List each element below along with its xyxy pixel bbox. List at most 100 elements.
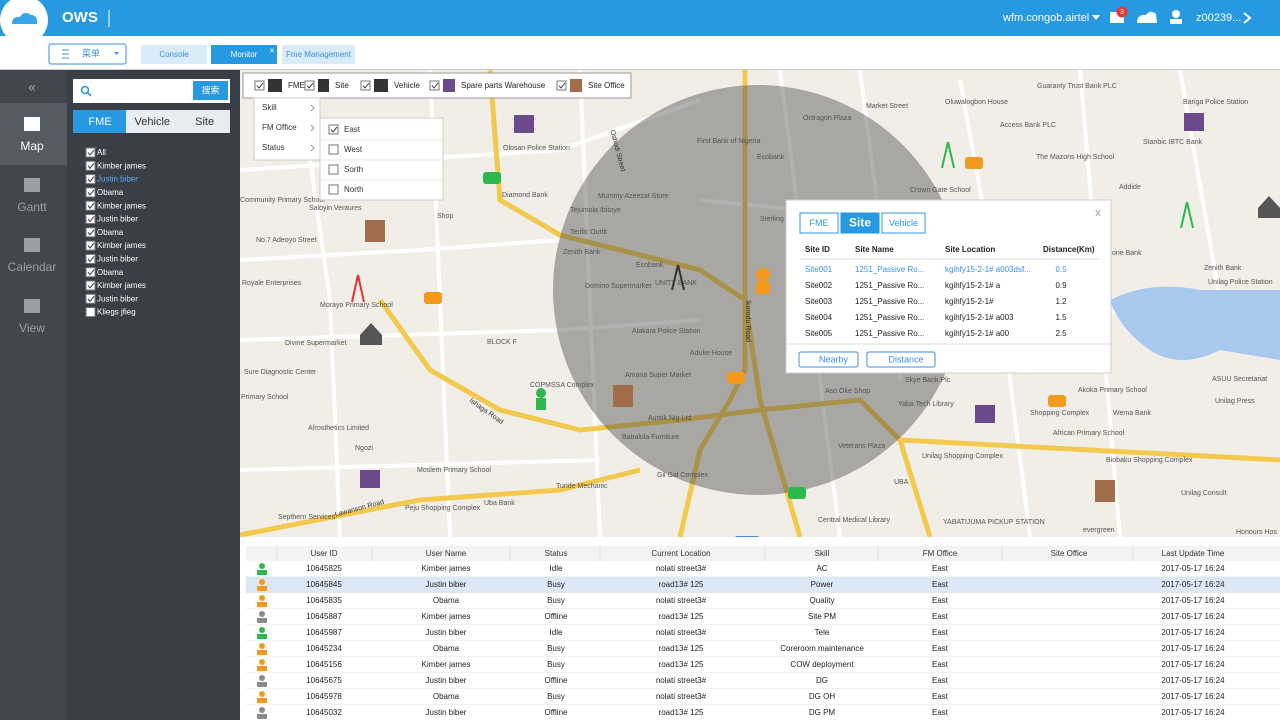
checkbox[interactable]	[85, 280, 96, 291]
nav-label[interactable]: Map	[20, 139, 44, 153]
popup-button[interactable]	[866, 351, 936, 368]
checkbox[interactable]	[85, 307, 96, 318]
submenu-item[interactable]: West	[344, 145, 363, 154]
popup-tab[interactable]	[840, 212, 880, 234]
table-row[interactable]	[246, 609, 1280, 625]
filter-label[interactable]: Site Office	[588, 81, 625, 90]
fme-item[interactable]: Kimber james	[97, 161, 146, 170]
checkbox[interactable]	[85, 293, 96, 304]
popup-tab[interactable]	[881, 212, 926, 234]
map-label: Unilag Shopping Complex	[922, 453, 1003, 460]
nav-label[interactable]: Gantt	[17, 200, 47, 214]
user-domain[interactable]: wfm.congob.airtel	[1002, 12, 1089, 24]
collapse-icon[interactable]: «	[28, 79, 35, 94]
panel-tab[interactable]: FME	[88, 116, 111, 128]
checkbox[interactable]	[85, 267, 96, 278]
filter-label[interactable]: FME	[288, 81, 305, 90]
table-cell: 10645845	[306, 580, 342, 589]
table-header-cell: Skill	[815, 549, 830, 558]
fme-item[interactable]: Kliegs jfieg	[97, 308, 136, 317]
check	[362, 82, 370, 89]
fme-item[interactable]: All	[97, 148, 106, 157]
table-cell: AC	[816, 564, 827, 573]
fme-item[interactable]: Justin biber	[97, 215, 138, 224]
table-row[interactable]	[246, 705, 1280, 721]
checkbox[interactable]	[85, 174, 96, 185]
checkbox[interactable]	[328, 144, 339, 155]
checkbox[interactable]	[429, 80, 440, 91]
fme-item[interactable]: Kimber james	[97, 281, 146, 290]
table-row[interactable]	[246, 641, 1280, 657]
dropdown-item[interactable]: Status	[262, 143, 285, 152]
table-cell: Kimber james	[422, 612, 471, 621]
check	[87, 189, 95, 196]
submenu-item[interactable]: Sorth	[344, 165, 363, 174]
table-row[interactable]	[246, 577, 1280, 593]
checkbox[interactable]	[360, 80, 371, 91]
table-cell: nolati street3#	[656, 676, 707, 685]
checkbox[interactable]	[85, 227, 96, 238]
logo: OWS	[62, 9, 98, 26]
checkbox[interactable]	[556, 80, 567, 91]
filter-label[interactable]: Vehicle	[394, 81, 420, 90]
fme-item[interactable]: Justin biber	[97, 294, 138, 303]
tab[interactable]	[211, 45, 277, 64]
checkbox[interactable]	[85, 160, 96, 171]
popup-close[interactable]: x	[1095, 207, 1101, 219]
tab-close[interactable]: ×	[269, 45, 274, 55]
table-row[interactable]	[246, 657, 1280, 673]
checkbox[interactable]	[85, 253, 96, 264]
fme-item[interactable]: Justin biber	[97, 255, 138, 264]
popup-cell[interactable]: Site001	[805, 265, 833, 274]
popup-cell: Site004	[805, 313, 833, 322]
checkbox[interactable]	[85, 187, 96, 198]
filter-label[interactable]: Spare parts Warehouse	[461, 81, 546, 90]
checkbox[interactable]	[85, 147, 96, 158]
filter-label[interactable]: Site	[335, 81, 349, 90]
message-icon[interactable]	[1110, 12, 1124, 23]
fme-item[interactable]: Justin biber	[97, 175, 138, 184]
submenu-item[interactable]: East	[344, 125, 361, 134]
fme-item[interactable]: Obama	[97, 188, 124, 197]
panel-tab[interactable]: Site	[195, 116, 214, 128]
popup-button[interactable]	[798, 351, 859, 368]
checkbox[interactable]	[328, 164, 339, 175]
tab[interactable]	[141, 45, 207, 64]
checkbox[interactable]	[85, 240, 96, 251]
menu-button[interactable]	[48, 43, 127, 65]
table-row[interactable]	[246, 593, 1280, 609]
table-cell: DG	[816, 676, 828, 685]
dropdown-item[interactable]: FM Office	[262, 123, 297, 132]
status-icon	[257, 682, 267, 687]
user-id[interactable]: z00239...	[1196, 12, 1241, 24]
checkbox[interactable]	[85, 214, 96, 224]
fme-item[interactable]: Kimber james	[97, 241, 146, 250]
checkbox[interactable]	[85, 200, 96, 211]
filter-icon	[374, 79, 388, 92]
popup-tab[interactable]	[799, 212, 839, 234]
search-button[interactable]	[193, 81, 228, 100]
table-row[interactable]	[246, 625, 1280, 641]
checkbox[interactable]	[328, 184, 339, 195]
nav-label[interactable]: Calendar	[8, 260, 57, 274]
dropdown-item[interactable]: Skill	[262, 103, 277, 112]
table-cell: DG OH	[809, 692, 835, 701]
status-icon	[259, 691, 265, 697]
checkbox[interactable]	[254, 80, 265, 91]
table-row[interactable]	[246, 561, 1280, 577]
panel-tab[interactable]: Vehicle	[135, 116, 170, 128]
fme-item[interactable]: Obama	[97, 268, 124, 277]
map-label: Veterans Plaza	[838, 443, 885, 450]
fme-item[interactable]: Kimber james	[97, 201, 146, 210]
submenu-item[interactable]: North	[344, 185, 364, 194]
table-cell: 10645156	[306, 660, 342, 669]
nav-label[interactable]: View	[19, 321, 45, 335]
checkbox[interactable]	[304, 80, 315, 91]
map-label: Addide	[1119, 184, 1141, 191]
table-row[interactable]	[246, 673, 1280, 689]
table-row[interactable]	[246, 689, 1280, 705]
cloud-icon[interactable]	[1137, 11, 1157, 23]
checkbox[interactable]	[328, 124, 339, 135]
tab[interactable]	[282, 45, 355, 64]
fme-item[interactable]: Obama	[97, 228, 124, 237]
